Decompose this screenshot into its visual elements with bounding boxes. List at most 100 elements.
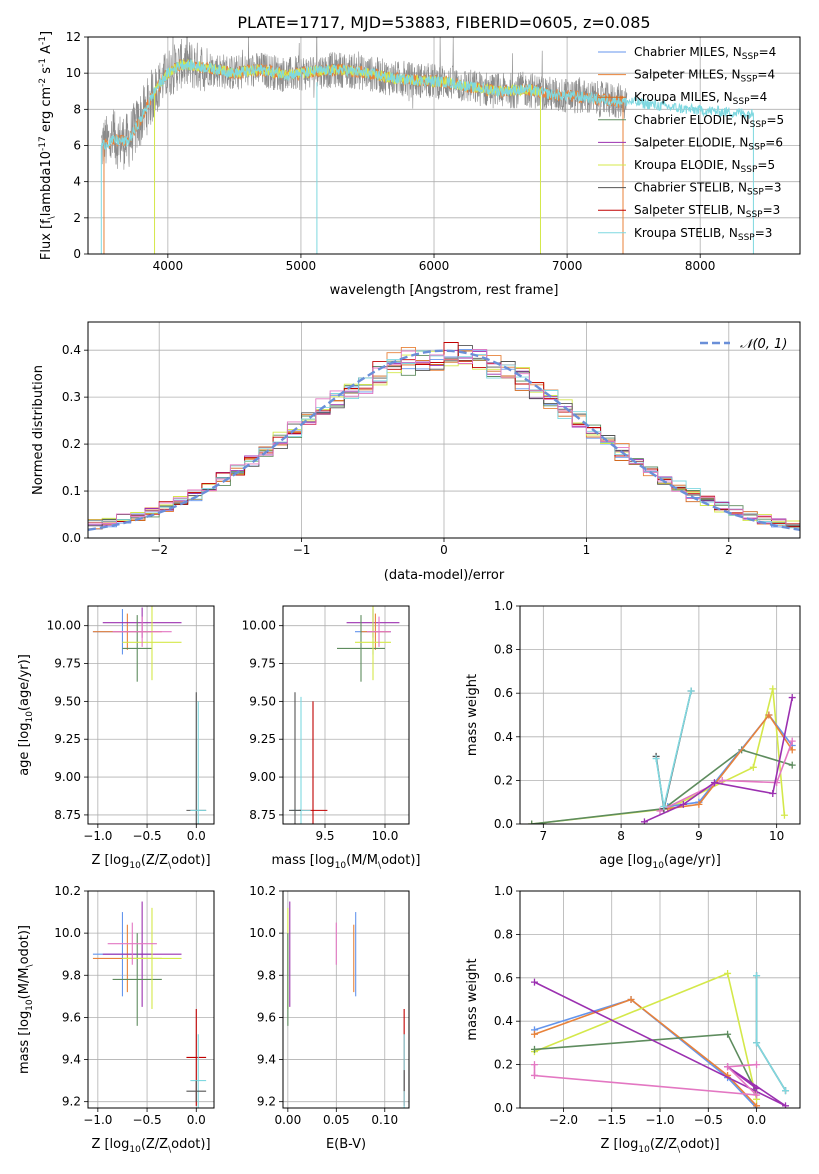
x-tick-label: 9: [695, 829, 703, 843]
age_vs_mass-panel: 9.5 10.0 8.75 9.00 9.25 9.50 9.75 10.00 mass [lo…: [242, 605, 421, 871]
x-tick-label: −0.5: [694, 1113, 723, 1127]
weight-marker: [724, 1063, 732, 1071]
y-tick-label: 6: [73, 139, 81, 153]
y-tick-label: 12: [66, 30, 81, 44]
y-tick-label: 0.4: [62, 343, 81, 357]
x-tick-label: 7: [540, 829, 548, 843]
spectrum-traces: [100, 37, 754, 254]
weight-series: [534, 998, 758, 1107]
weight-marker: [753, 1102, 761, 1108]
weight-marker: [652, 755, 660, 763]
y-tick-label: 9.50: [249, 694, 276, 708]
y-tick-label: 0: [73, 247, 81, 261]
x-tick-label: −1: [293, 543, 311, 557]
weight_vs_Z-panel: −2.0 −1.5 −1.0 −0.5 0.0 0.0 0.2 0.4 0.6 0.8 1.0 Z […: [465, 884, 801, 1155]
spectrum-panel: 4000 5000 6000 7000 8000 0 2 4 6 8 10 12 wavelength …: [38, 30, 801, 298]
y-tick-label: 0.0: [494, 1101, 513, 1115]
weight-marker: [679, 800, 687, 808]
mass_vs_Z-panel: −1.0 −0.5 0.0 9.2 9.4 9.6 9.8 10.0 10.2 Z [log10(…: [17, 884, 215, 1155]
axes-frame: [282, 605, 410, 825]
errorbars: [92, 901, 207, 1108]
weight-series: [655, 690, 692, 807]
y-tick-label: 0.3: [62, 390, 81, 404]
x-tick-label: −2: [150, 543, 168, 557]
x-tick-label: 9.5: [315, 829, 334, 843]
residual-histogram: [88, 345, 800, 527]
age_vs_Z-panel: −1.0 −0.5 0.0 8.75 9.00 9.25 9.50 9.75 10.00 Z [l…: [17, 605, 215, 871]
weight-marker: [788, 761, 796, 769]
weight-marker: [640, 818, 648, 824]
y-tick-label: 4: [73, 175, 81, 189]
y-tick-label: 9.8: [62, 968, 81, 982]
weight-marker: [753, 972, 761, 980]
weight-series: [667, 713, 793, 810]
x-tick-label: 0: [440, 543, 448, 557]
x-axis-label: age [log10(age/yr)]: [599, 853, 721, 871]
y-tick-label: 8.75: [249, 808, 276, 822]
legend-entry: Chabrier STELIB, NSSP=3: [634, 181, 782, 198]
x-tick-label: 10.0: [372, 829, 399, 843]
y-tick-label: 0.8: [494, 643, 513, 657]
weight-series: [659, 740, 793, 812]
weight-marker: [530, 1045, 538, 1053]
legend-entry: Salpeter MILES, NSSP=4: [634, 68, 775, 85]
x-axis-label: Z [log10(Z/Z\odot)]: [91, 853, 210, 871]
weight-series: [533, 1063, 759, 1096]
y-tick-label: 10.0: [249, 926, 276, 940]
weight-marker: [530, 978, 538, 986]
y-tick-label: 9.25: [249, 732, 276, 746]
y-tick-label: 0.0: [62, 531, 81, 545]
y-tick-label: 9.2: [62, 1095, 81, 1109]
legend-entry: Chabrier MILES, NSSP=4: [634, 45, 776, 62]
model-kroupa-stelib: [100, 59, 754, 150]
weight-series: [755, 975, 787, 1092]
x-tick-label: −1.0: [83, 1113, 112, 1127]
legend-entry: Chabrier ELODIE, NSSP=5: [634, 113, 784, 130]
weight-marker: [753, 1084, 761, 1092]
weight-marker: [788, 746, 796, 754]
x-tick-label: 0.05: [323, 1113, 350, 1127]
y-tick-label: 0.2: [494, 773, 513, 787]
y-tick-label: 9.50: [54, 694, 81, 708]
weight-lines: [530, 969, 790, 1108]
weight-marker: [782, 1087, 790, 1095]
x-tick-label: −1.0: [645, 1113, 674, 1127]
y-tick-label: 1.0: [494, 599, 513, 613]
x-tick-label: 0.10: [371, 1113, 398, 1127]
y-tick-label: 10.00: [47, 619, 81, 633]
weight_vs_age-panel: 7 8 9 10 0.0 0.2 0.4 0.6 0.8 1.0 age [log10(age/yr…: [465, 599, 801, 871]
x-axis-label: E(B-V): [326, 1137, 366, 1152]
x-axis-label: wavelength [Angstrom, rest frame]: [330, 283, 559, 298]
x-tick-label: 0.0: [187, 829, 206, 843]
weight-marker: [724, 969, 732, 977]
y-tick-label: 9.6: [257, 1010, 276, 1024]
weight-series: [531, 749, 793, 824]
y-tick-label: 0.8: [494, 927, 513, 941]
y-tick-label: 1.0: [494, 884, 513, 898]
x-axis-label: Z [log10(Z/Z\odot)]: [600, 1137, 719, 1155]
y-tick-label: 0.6: [494, 971, 513, 985]
errorbars: [92, 606, 207, 824]
y-tick-label: 10.2: [249, 884, 276, 898]
weight-marker: [528, 820, 536, 824]
weight-marker: [753, 1061, 761, 1069]
weight-series: [534, 1033, 758, 1094]
weight-marker: [782, 1102, 790, 1108]
figure-title: PLATE=1717, MJD=53883, FIBERID=0605, z=0…: [237, 13, 650, 32]
y-tick-label: 8: [73, 102, 81, 116]
y-tick-label: 9.00: [249, 770, 276, 784]
y-tick-label: 0.2: [494, 1058, 513, 1072]
legend-entry: 𝒩(0, 1): [740, 337, 787, 352]
y-tick-label: 9.6: [62, 1010, 81, 1024]
mass_vs_ebv-panel: 0.00 0.05 0.10 9.2 9.4 9.6 9.8 10.0 10.2 E(B-V): [249, 884, 410, 1152]
x-axis-label: mass [log10(M/M\odot)]: [271, 853, 420, 871]
y-tick-label: 9.75: [54, 657, 81, 671]
x-tick-label: 1: [583, 543, 591, 557]
x-tick-label: 10: [769, 829, 784, 843]
y-tick-label: 9.2: [257, 1095, 276, 1109]
x-tick-label: 0.00: [274, 1113, 301, 1127]
x-tick-label: −0.5: [132, 1113, 161, 1127]
legend-entry: Kroupa ELODIE, NSSP=5: [634, 158, 775, 175]
residual-histograms: [88, 342, 800, 531]
